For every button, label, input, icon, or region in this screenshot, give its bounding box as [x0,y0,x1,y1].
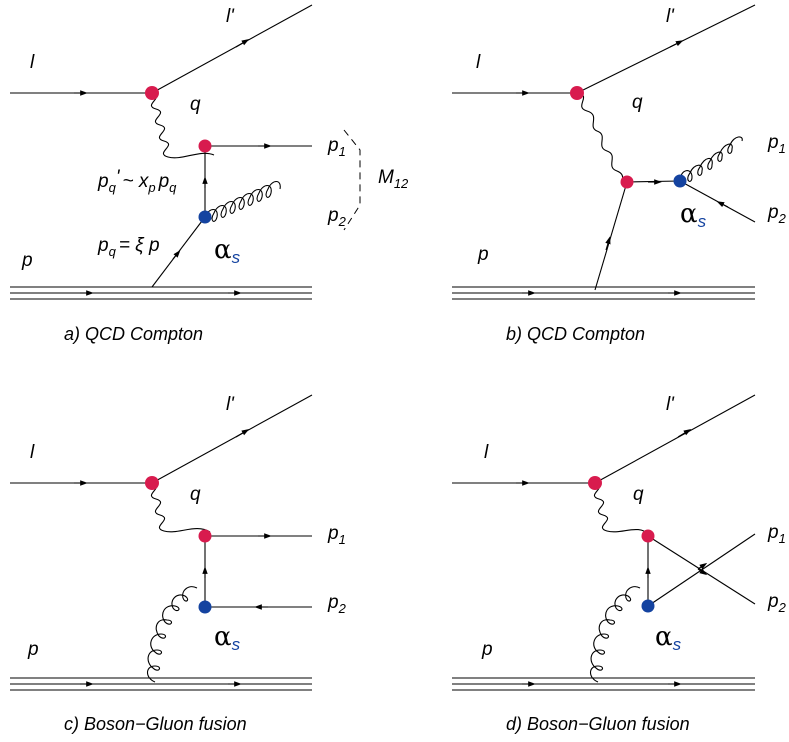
quark-in-line-a [151,216,206,288]
p2-label-b: p2 [767,202,787,226]
diagram-d: l l' q p1 p2 αs p d) Boson−Gluon fusion [452,394,787,734]
alpha-s-label-a: αs [214,235,241,267]
pq-prime-relation: pq' ~ xp pq [97,167,177,195]
proton-lines-a [10,286,312,300]
caption-d: d) Boson−Gluon fusion [506,714,690,734]
crossed-line-2-d [647,533,756,607]
p2-label-a: p2 [327,205,347,229]
boson-label-d: q [633,484,644,505]
alpha-s-label-d: αs [655,622,682,654]
proton-lines-b [452,286,755,300]
strong-vertex-a [198,210,212,224]
diagram-b: l l' q p1 p2 αs p b) QCD Compton [452,4,787,344]
lepton-out-label-a: l' [226,6,235,27]
photon-line-a [150,92,215,159]
p1-label-c: p1 [327,523,346,547]
lepton-in-label-b: l [476,52,481,73]
p1-label-d: p1 [767,522,786,546]
em-vertex-a1 [145,86,159,100]
em-vertex-a2 [198,139,212,153]
p1-label-a: p1 [327,135,346,159]
proton-lines-c [10,677,312,691]
photon-line-b [576,92,628,184]
alpha-s-label-b: αs [680,199,707,231]
diagram-c: l l' q p1 p2 αs p c) Boson−Gluon fusion [10,394,347,734]
lepton-out-label-d: l' [666,394,675,415]
boson-label-b: q [632,92,643,113]
p2-label-c: p2 [327,592,347,616]
outgoing-lepton-line-a [151,4,313,94]
gluon-line-d [589,586,641,683]
proton-label-a: p [21,250,33,271]
proton-label-c: p [27,639,39,660]
lepton-in-label-c: l [30,442,35,463]
caption-a: a) QCD Compton [64,324,203,344]
boson-label-c: q [190,484,201,505]
photon-line-d [593,482,650,536]
invariant-mass-bracket [343,129,361,231]
p2-label-d: p2 [767,591,787,615]
diagram-a: l l' q p1 p2 M12 pq' ~ xp pq pq = ξ p αs p … [10,4,409,344]
boson-label-a: q [190,94,201,115]
caption-c: c) Boson−Gluon fusion [64,714,247,734]
photon-line-c [150,482,211,533]
proton-label-d: p [481,639,493,660]
lepton-in-label-a: l [30,52,35,73]
m12-label: M12 [378,167,409,191]
proton-lines-d [452,677,755,691]
lepton-in-label-d: l [484,442,489,463]
proton-label-b: p [477,244,489,265]
gluon-line-b [679,136,743,182]
alpha-s-label-c: αs [214,622,241,654]
quark-in-line-b [594,181,628,291]
caption-b: b) QCD Compton [506,324,645,344]
gluon-line-c [146,586,198,683]
lepton-out-label-c: l' [226,394,235,415]
p1-label-b: p1 [767,132,786,156]
gluon-line-a [204,180,281,222]
lepton-out-label-b: l' [666,6,675,27]
pq-relation: pq = ξ p [97,235,160,259]
